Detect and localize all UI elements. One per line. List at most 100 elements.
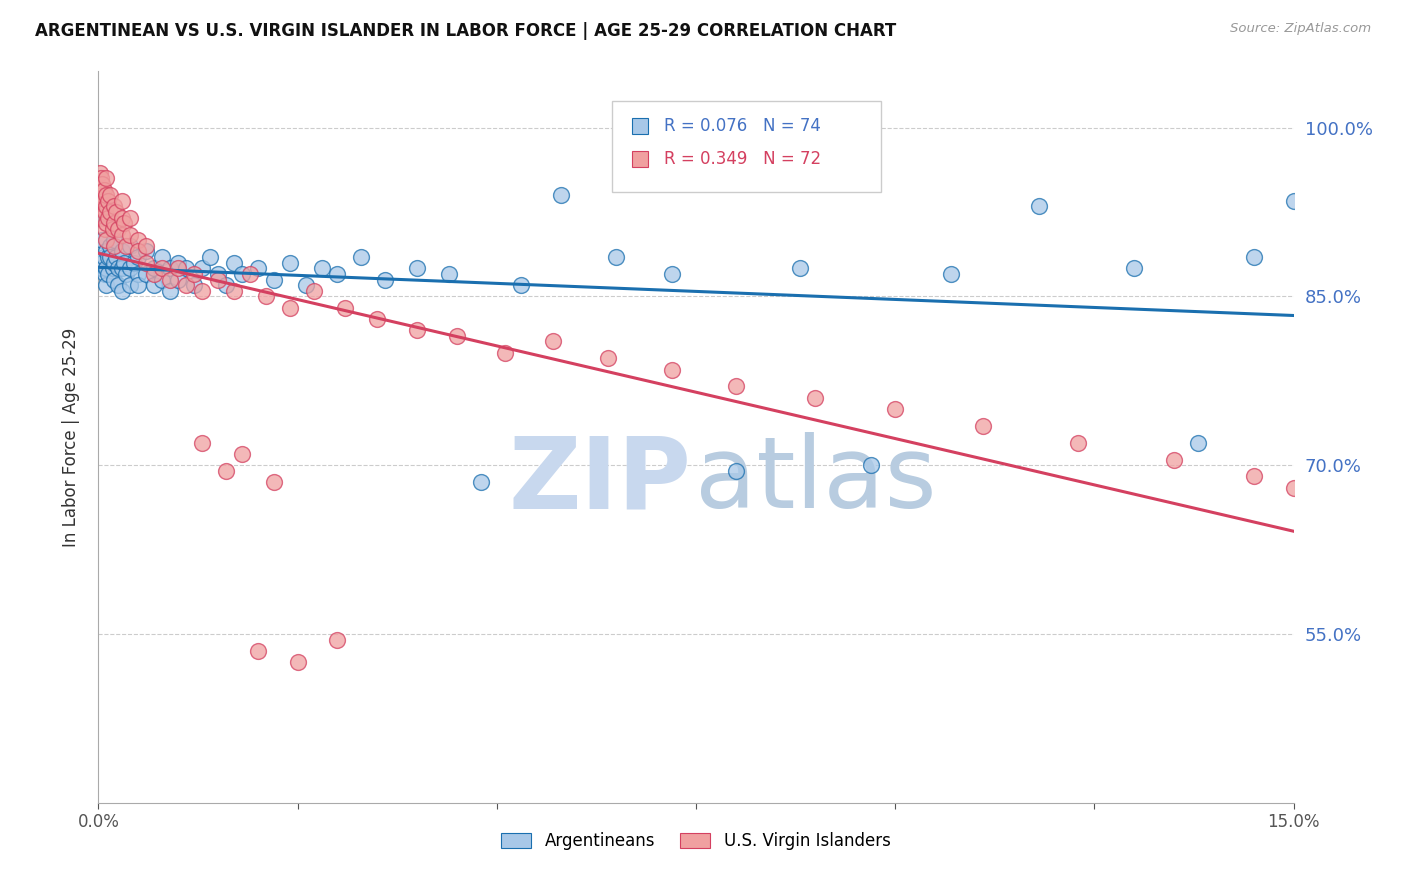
Point	[135, 244, 157, 259]
Point	[89, 166, 111, 180]
Point	[135, 255, 157, 269]
Point	[124, 255, 146, 269]
Point	[311, 261, 333, 276]
Point	[103, 199, 125, 213]
Point	[150, 261, 173, 276]
Point	[96, 244, 118, 259]
Point	[222, 255, 245, 269]
Point	[550, 188, 572, 202]
FancyBboxPatch shape	[613, 101, 882, 192]
Point	[98, 205, 122, 219]
Point	[94, 267, 117, 281]
Point	[96, 261, 118, 276]
Point	[191, 284, 214, 298]
Point	[135, 239, 157, 253]
Point	[112, 216, 135, 230]
Point	[98, 250, 122, 264]
Point	[1028, 199, 1050, 213]
Point	[120, 278, 142, 293]
Point	[96, 216, 118, 230]
Point	[150, 250, 173, 264]
Point	[94, 222, 117, 236]
Point	[93, 182, 115, 196]
Point	[598, 351, 620, 366]
Point	[1243, 250, 1265, 264]
Point	[143, 261, 166, 276]
Point	[103, 233, 125, 247]
Point	[120, 227, 142, 242]
Point	[972, 418, 994, 433]
Point	[127, 244, 149, 259]
Point	[159, 272, 181, 286]
Point	[91, 177, 114, 191]
Point	[98, 239, 122, 253]
Point	[127, 278, 149, 293]
Point	[167, 261, 190, 276]
Point	[215, 464, 238, 478]
Point	[605, 250, 627, 264]
Point	[263, 475, 285, 489]
Point	[326, 632, 349, 647]
Point	[366, 312, 388, 326]
Point	[94, 205, 117, 219]
Point	[97, 267, 120, 281]
Point	[191, 435, 214, 450]
Point	[127, 233, 149, 247]
Point	[90, 261, 112, 276]
Point	[167, 272, 190, 286]
Point	[509, 278, 531, 293]
Point	[302, 284, 325, 298]
Point	[661, 362, 683, 376]
Point	[406, 323, 429, 337]
Point	[111, 211, 134, 225]
Point	[127, 250, 149, 264]
Point	[96, 211, 118, 225]
Point	[120, 261, 142, 276]
Point	[939, 267, 962, 281]
Point	[120, 211, 142, 225]
Point	[254, 289, 277, 303]
Point	[789, 261, 811, 276]
Text: atlas: atlas	[695, 433, 936, 530]
Point	[374, 272, 396, 286]
Point	[406, 261, 429, 276]
Point	[107, 278, 129, 293]
Point	[804, 391, 827, 405]
Point	[661, 267, 683, 281]
Point	[96, 171, 118, 186]
Point	[1243, 469, 1265, 483]
Point	[198, 250, 221, 264]
Point	[1187, 435, 1209, 450]
Text: R = 0.349   N = 72: R = 0.349 N = 72	[664, 150, 821, 168]
Point	[174, 278, 197, 293]
Point	[183, 267, 205, 281]
Point	[91, 211, 114, 225]
Point	[127, 267, 149, 281]
Point	[93, 250, 115, 264]
Point	[103, 239, 125, 253]
Point	[1067, 435, 1090, 450]
Legend: Argentineans, U.S. Virgin Islanders: Argentineans, U.S. Virgin Islanders	[495, 825, 897, 856]
Point	[278, 301, 301, 315]
Point	[1282, 481, 1305, 495]
Point	[104, 205, 127, 219]
Point	[97, 211, 120, 225]
Point	[724, 464, 747, 478]
Point	[111, 227, 134, 242]
Point	[135, 267, 157, 281]
Point	[91, 233, 114, 247]
Point	[90, 199, 112, 213]
Point	[1123, 261, 1146, 276]
Point	[96, 278, 118, 293]
Point	[107, 261, 129, 276]
Point	[97, 250, 120, 264]
Point	[724, 379, 747, 393]
Point	[159, 284, 181, 298]
Point	[222, 284, 245, 298]
Point	[231, 447, 253, 461]
Point	[350, 250, 373, 264]
Point	[103, 216, 125, 230]
Point	[107, 222, 129, 236]
Point	[98, 188, 122, 202]
Point	[96, 188, 118, 202]
